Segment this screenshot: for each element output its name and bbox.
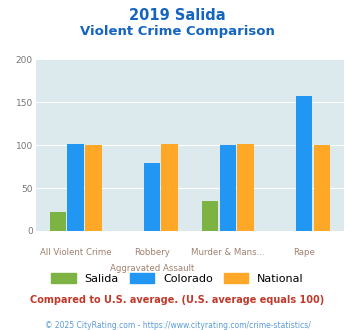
Legend: Salida, Colorado, National: Salida, Colorado, National	[51, 273, 304, 283]
Text: Violent Crime Comparison: Violent Crime Comparison	[80, 25, 275, 38]
Bar	[220, 145, 236, 231]
Text: Murder & Mans...: Murder & Mans...	[191, 248, 265, 257]
Bar	[162, 144, 178, 231]
Bar	[50, 212, 66, 231]
Bar	[67, 144, 84, 231]
Text: © 2025 CityRating.com - https://www.cityrating.com/crime-statistics/: © 2025 CityRating.com - https://www.city…	[45, 321, 310, 330]
Bar	[143, 163, 160, 231]
Bar	[85, 145, 102, 231]
Text: Compared to U.S. average. (U.S. average equals 100): Compared to U.S. average. (U.S. average …	[31, 295, 324, 305]
Text: Robbery: Robbery	[134, 248, 170, 257]
Bar	[296, 96, 312, 231]
Text: All Violent Crime: All Violent Crime	[40, 248, 111, 257]
Bar	[202, 201, 218, 231]
Text: 2019 Salida: 2019 Salida	[129, 8, 226, 23]
Text: Aggravated Assault: Aggravated Assault	[110, 264, 194, 273]
Text: Rape: Rape	[293, 248, 315, 257]
Bar	[237, 144, 254, 231]
Bar	[313, 145, 330, 231]
